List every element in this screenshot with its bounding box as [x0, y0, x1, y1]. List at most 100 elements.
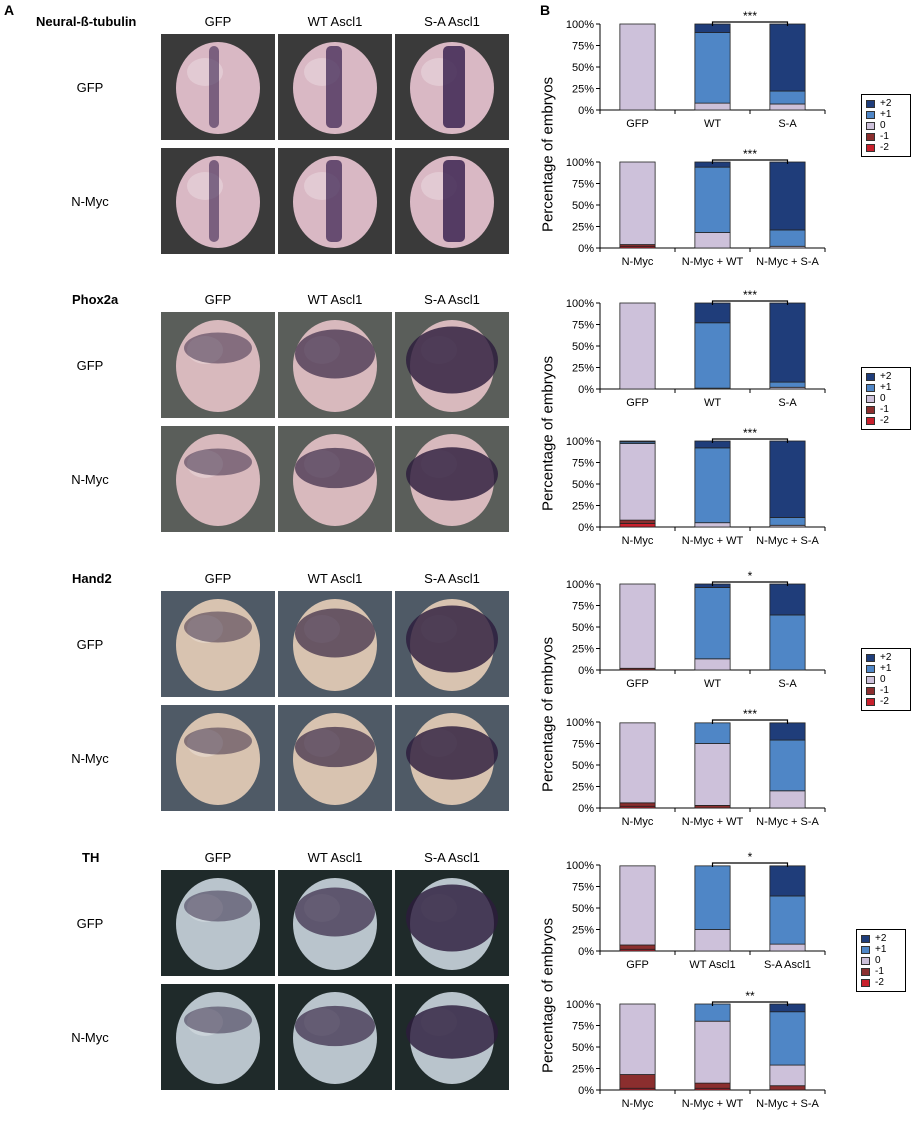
row-label: N-Myc — [71, 751, 109, 766]
legend-entry: +1 — [866, 382, 906, 393]
y-tick-label: 0% — [578, 522, 594, 534]
legend-label: -1 — [880, 131, 889, 142]
y-tick-label: 100% — [566, 999, 594, 1011]
embryo-photo — [161, 705, 275, 811]
bar-segment-minus1 — [619, 519, 656, 524]
legend-swatch — [861, 956, 870, 965]
row-label: GFP — [76, 358, 104, 373]
legend-entry: 0 — [861, 955, 901, 966]
row-label: N-Myc — [71, 194, 109, 209]
x-tick-label: WT — [704, 678, 721, 690]
chart-svg: 0% 25% 50% 75% 100% N-Myc N-Myc + WT N-Myc + S-… — [566, 707, 826, 828]
significance-marker: *** — [743, 426, 757, 440]
x-tick-label: N-Myc — [622, 816, 654, 828]
row-label: N-Myc — [71, 472, 109, 487]
bar-segment-plus1 — [694, 322, 731, 389]
row-label: GFP — [76, 80, 104, 95]
legend-swatch — [866, 664, 875, 673]
legend-label: 0 — [880, 674, 886, 685]
embryo-photo — [161, 591, 275, 697]
bar-segment-plus1 — [694, 587, 731, 660]
embryo-photo — [161, 984, 275, 1090]
significance-bracket — [711, 300, 789, 305]
bar-segment-0 — [694, 743, 731, 806]
y-tick-label: 0% — [578, 803, 594, 815]
bar-segment-plus1 — [769, 381, 806, 388]
y-tick-label: 100% — [566, 157, 594, 169]
y-tick-label: 50% — [572, 1042, 594, 1054]
legend-swatch — [866, 653, 875, 662]
legend: +2 +1 0 -1 -2 — [861, 648, 911, 711]
significance-bracket — [711, 1001, 789, 1006]
embryo-photo — [395, 870, 509, 976]
significance-bracket — [711, 21, 789, 26]
legend-entry: -2 — [866, 696, 906, 707]
y-tick-label: 25% — [572, 84, 594, 96]
bar-segment-plus1 — [769, 229, 806, 247]
x-tick-label: N-Myc + WT — [682, 256, 744, 268]
y-axis-label: Percentage of embryos — [539, 355, 557, 511]
legend-label: +2 — [880, 652, 892, 663]
legend-entry: -2 — [866, 142, 906, 153]
legend-swatch — [866, 416, 875, 425]
legend-swatch — [866, 675, 875, 684]
embryo-photo — [395, 34, 509, 140]
legend-label: -2 — [875, 977, 884, 988]
legend-label: -2 — [880, 696, 889, 707]
bar-segment-plus1 — [769, 614, 806, 671]
y-tick-label: 50% — [572, 200, 594, 212]
significance-bracket — [711, 719, 789, 724]
y-axis-label: Percentage of embryos — [539, 76, 557, 232]
bar-segment-plus2 — [769, 865, 806, 897]
stacked-bar-chart: 0% 25% 50% 75% 100% GFP WT S-A *** — [538, 9, 843, 159]
legend-label: +1 — [880, 663, 892, 674]
bar-segment-0 — [694, 232, 731, 249]
bar-segment-0 — [619, 302, 656, 390]
x-tick-label: S-A — [778, 397, 797, 409]
y-tick-label: 50% — [572, 62, 594, 74]
bar-segment-plus2 — [769, 302, 806, 383]
x-tick-label: GFP — [626, 959, 649, 971]
bar-segment-plus1 — [694, 865, 731, 930]
embryo-photo — [161, 426, 275, 532]
x-tick-label: N-Myc + WT — [682, 816, 744, 828]
legend-entry: 0 — [866, 120, 906, 131]
stacked-bar-chart: 0% 25% 50% 75% 100% GFP WT S-A *** — [538, 288, 843, 438]
bar-segment-0 — [619, 443, 656, 521]
stacked-bar-chart: 0% 25% 50% 75% 100% GFP WT S-A * — [538, 569, 843, 719]
y-tick-label: 50% — [572, 903, 594, 915]
bar-segment-minus1 — [769, 1085, 806, 1091]
bar-segment-plus1 — [694, 32, 731, 104]
y-tick-label: 25% — [572, 782, 594, 794]
y-tick-label: 75% — [572, 41, 594, 53]
legend-entry: -1 — [861, 966, 901, 977]
bar-segment-plus1 — [769, 90, 806, 105]
column-header: WT Ascl1 — [307, 14, 363, 29]
bar-segment-minus1 — [619, 1074, 656, 1089]
gene-name: TH — [82, 850, 100, 865]
embryo-photo — [395, 591, 509, 697]
embryo-photo — [395, 705, 509, 811]
stacked-bar-chart: 0% 25% 50% 75% 100% N-Myc N-Myc + WT N-Myc + S-… — [538, 426, 843, 576]
x-tick-label: WT — [704, 118, 721, 130]
x-tick-label: N-Myc + S-A — [756, 256, 819, 268]
bar-segment-0 — [694, 1020, 731, 1084]
legend-swatch — [866, 132, 875, 141]
significance-marker: *** — [743, 707, 757, 721]
bar-segment-plus2 — [769, 722, 806, 741]
legend-label: +2 — [880, 371, 892, 382]
chart-svg: 0% 25% 50% 75% 100% GFP WT S-A *** — [566, 288, 826, 409]
column-header: S-A Ascl1 — [424, 292, 480, 307]
embryo-photo — [395, 984, 509, 1090]
bar-segment-0 — [769, 103, 806, 111]
bar-segment-plus2 — [619, 440, 656, 443]
significance-marker: *** — [743, 288, 757, 302]
column-header: GFP — [204, 292, 232, 307]
gene-name: Hand2 — [72, 571, 112, 586]
y-tick-label: 75% — [572, 601, 594, 613]
chart-svg: 0% 25% 50% 75% 100% GFP WT Ascl1 S-A Ascl1 * — [566, 850, 826, 971]
bar-segment-minus1 — [619, 802, 656, 807]
significance-marker: * — [748, 850, 753, 864]
y-tick-label: 0% — [578, 384, 594, 396]
embryo-photo — [278, 870, 392, 976]
